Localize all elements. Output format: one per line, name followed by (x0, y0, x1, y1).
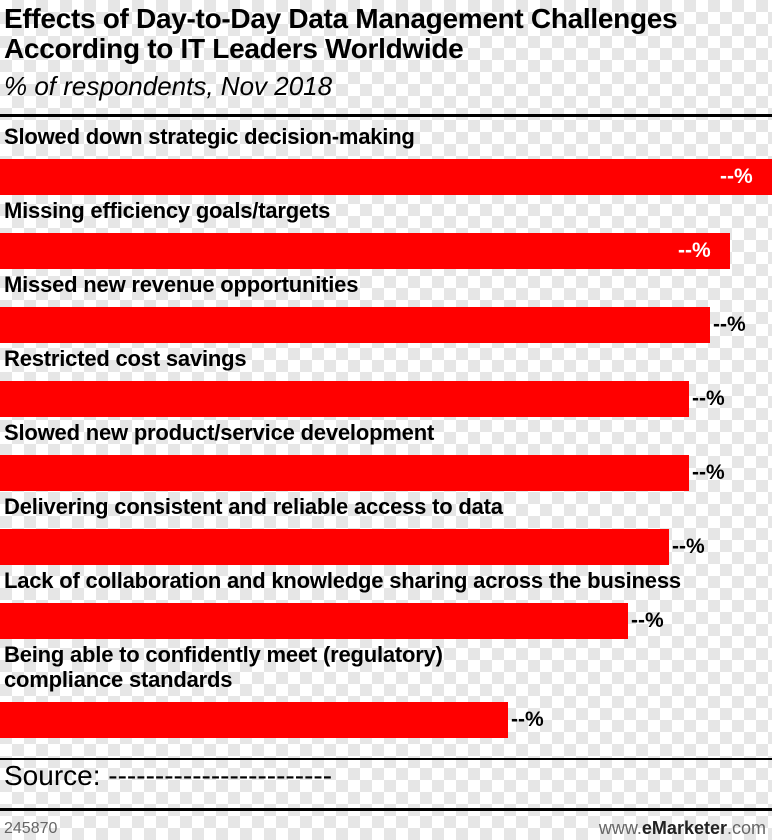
category-label: Missed new revenue opportunities (4, 272, 359, 297)
category-label: Restricted cost savings (4, 346, 247, 371)
bar (0, 233, 730, 269)
brand-prefix: www. (598, 818, 642, 838)
bar-chart: Slowed down strategic decision-making --%… (0, 118, 772, 758)
value-label: --% (720, 165, 753, 188)
value-label: --% (713, 313, 746, 336)
category-label: Lack of collaboration and knowledge shar… (4, 568, 681, 593)
brand-name: eMarketer (641, 818, 727, 838)
value-label: --% (672, 535, 705, 558)
value-label: --% (678, 239, 711, 262)
bar (0, 702, 508, 738)
brand-credit: www.eMarketer.com (599, 818, 766, 838)
source-rule (0, 758, 772, 760)
chart-title: Effects of Day-to-Day Data Management Ch… (4, 3, 678, 64)
category-label: Being able to confidently meet (regulato… (4, 642, 443, 692)
bottom-rule (0, 808, 772, 811)
brand-suffix: .com (726, 818, 766, 838)
bar (0, 603, 628, 639)
value-label: --% (511, 708, 544, 731)
chart-subtitle: % of respondents, Nov 2018 (4, 71, 333, 101)
bar (0, 529, 669, 565)
category-label: Slowed down strategic decision-making (4, 124, 415, 149)
value-label: --% (631, 609, 664, 632)
chart-id: 245870 (4, 820, 58, 837)
category-label: Delivering consistent and reliable acces… (4, 494, 503, 519)
bar (0, 455, 689, 491)
value-label: --% (692, 461, 725, 484)
bar (0, 159, 772, 195)
category-label: Missing efficiency goals/targets (4, 198, 331, 223)
category-label: Slowed new product/service development (4, 420, 435, 445)
bar (0, 381, 689, 417)
source-text: Source: ------------------------ (4, 760, 333, 791)
top-rule (0, 114, 772, 117)
bar (0, 307, 710, 343)
value-label: --% (692, 387, 725, 410)
